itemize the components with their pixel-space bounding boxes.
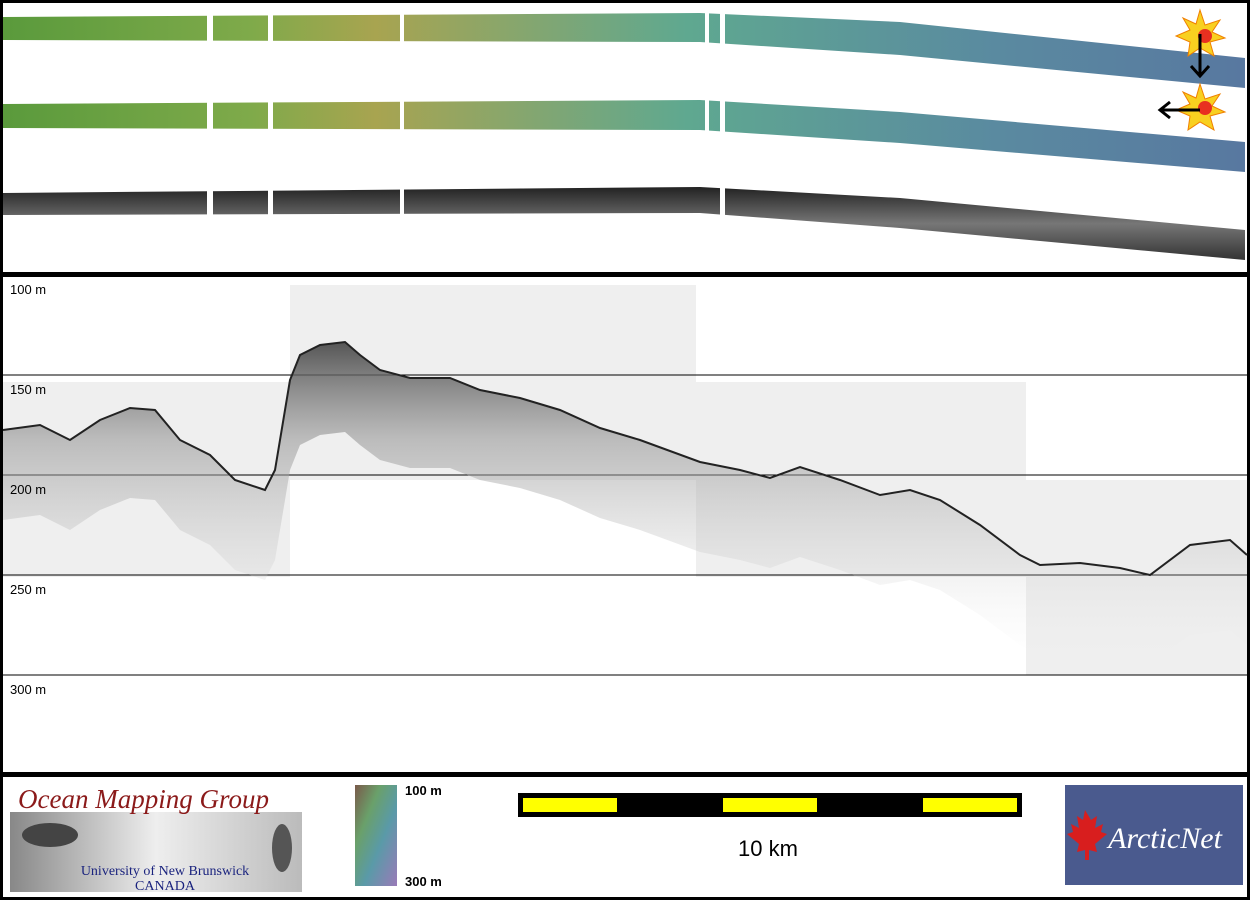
- partner-name: ArcticNet: [1106, 822, 1223, 855]
- sun-icon: [1157, 82, 1227, 132]
- sonar-fish: [272, 824, 292, 872]
- maple-leaf: [1067, 810, 1107, 860]
- country: CANADA: [135, 879, 196, 894]
- backscatter-strip: [3, 187, 1245, 260]
- sonar-fish: [22, 823, 78, 847]
- legend-bottom: 300 m: [405, 874, 442, 889]
- scale-bar-segments: [523, 798, 1017, 812]
- scale-label: 10 km: [738, 836, 798, 861]
- swath-gaps: [207, 8, 725, 240]
- seafloor-line: [2, 340, 1248, 577]
- group-name: Ocean Mapping Group: [18, 784, 269, 814]
- university: University of New Brunswick: [81, 864, 249, 879]
- seafloor-echo: [3, 342, 1247, 665]
- depth-label: 100 m: [10, 282, 46, 297]
- swath-strip: [3, 13, 1245, 88]
- depth-label: 150 m: [10, 382, 46, 397]
- depth-label: 300 m: [10, 682, 46, 697]
- swath-strip: [3, 100, 1245, 172]
- depth-label: 250 m: [10, 582, 46, 597]
- depth-label: 200 m: [10, 482, 46, 497]
- sun-icon: [1174, 8, 1227, 79]
- color-legend: [355, 785, 397, 886]
- legend-top: 100 m: [405, 783, 442, 798]
